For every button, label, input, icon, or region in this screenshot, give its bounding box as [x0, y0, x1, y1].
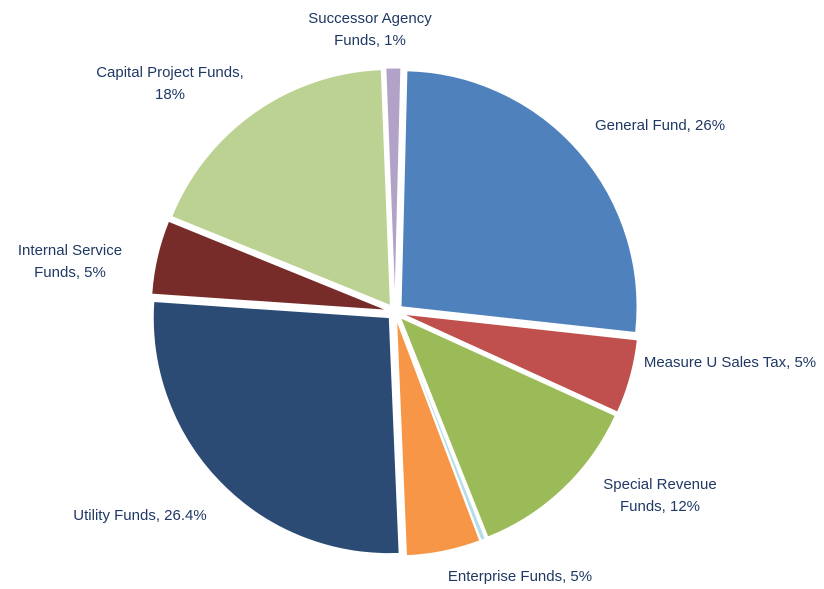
pie-slice — [396, 319, 481, 557]
slice-label: Measure U Sales Tax, 5% — [643, 354, 817, 371]
slice-label: Special Revenue Funds, 12% — [603, 476, 717, 515]
pie-slice — [151, 220, 388, 311]
pie-slice — [385, 67, 402, 305]
pie-slice — [400, 70, 638, 334]
slice-label: Successor Agency Funds, 1% — [308, 10, 432, 49]
pie-slice — [397, 319, 486, 541]
slice-label: Utility Funds, 26.4% — [73, 507, 207, 524]
slice-label: Capital Project Funds, 18% — [96, 64, 244, 103]
slice-label: Enterprise Funds, 5% — [447, 568, 593, 585]
pie-slice — [399, 316, 616, 538]
pie-slice — [402, 313, 638, 413]
slice-label: General Fund, 26% — [594, 117, 726, 134]
pie-slice — [152, 301, 400, 555]
pie-slice — [171, 69, 391, 307]
slice-label: Internal Service Funds, 5% — [17, 242, 123, 281]
